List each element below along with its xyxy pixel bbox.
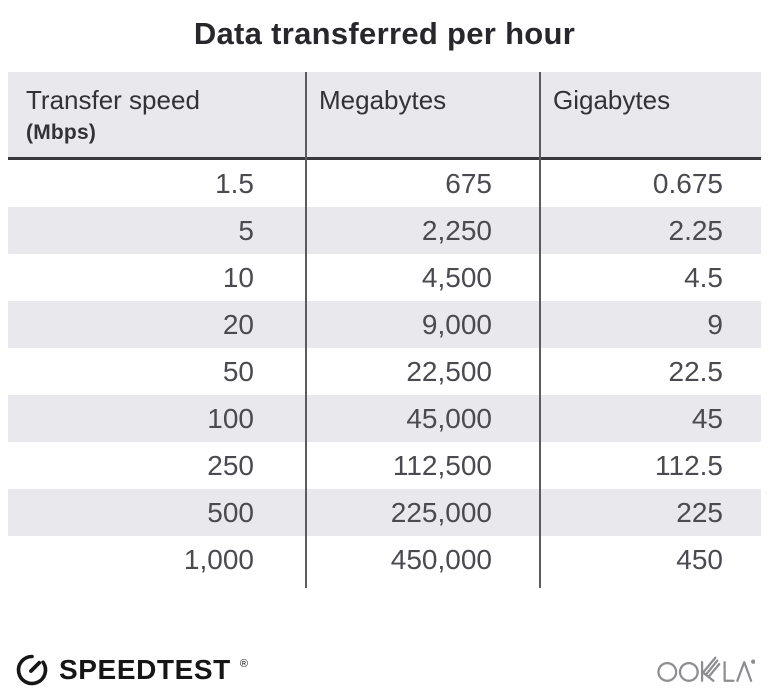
table-row: 1,000 450,000 450 — [8, 536, 761, 583]
table-row: 1.5 675 0.675 — [8, 160, 761, 207]
megabytes-cell: 675 — [445, 168, 492, 199]
megabytes-cell: 9,000 — [421, 309, 492, 340]
speedtest-gauge-icon — [16, 654, 48, 686]
gigabytes-cell: 22.5 — [668, 356, 724, 387]
table-row: 5 2,250 2.25 — [8, 207, 761, 254]
column-divider — [305, 72, 307, 588]
page-title: Data transferred per hour — [193, 16, 576, 51]
gigabytes-cell: 4.5 — [684, 262, 723, 293]
transfer-speed-cell: 1.5 — [215, 168, 254, 199]
megabytes-cell: 4,500 — [421, 262, 492, 293]
table-row: 500 225,000 225 — [8, 489, 761, 536]
gigabytes-cell: 45 — [691, 403, 723, 434]
gigabytes-cell: 112.5 — [655, 450, 723, 481]
column-header-transfer-speed-label: Transfer speed — [26, 85, 200, 115]
column-header-gigabytes: Gigabytes — [553, 85, 671, 115]
transfer-speed-cell: 250 — [207, 450, 254, 481]
megabytes-cell: 225,000 — [390, 497, 492, 528]
table-row: 50 22,500 22.5 — [8, 348, 761, 395]
gigabytes-cell: 225 — [676, 497, 723, 528]
gigabytes-cell: 450 — [676, 544, 723, 575]
ookla-wordmark-icon — [657, 656, 755, 682]
table-row: 250 112,500 112.5 — [8, 442, 761, 489]
table-header: Transfer speed (Mbps) Megabytes Gigabyte… — [8, 72, 761, 160]
transfer-speed-cell: 10 — [222, 262, 254, 293]
column-header-mbps-unit: (Mbps) — [26, 121, 97, 144]
megabytes-cell: 45,000 — [406, 403, 492, 434]
megabytes-cell: 112,500 — [392, 450, 492, 481]
transfer-speed-cell: 50 — [222, 356, 254, 387]
data-table: Transfer speed (Mbps) Megabytes Gigabyte… — [8, 72, 761, 588]
megabytes-cell: 22,500 — [406, 356, 492, 387]
registered-trademark-symbol: ® — [239, 658, 248, 670]
speedtest-wordmark: SPEEDTEST — [59, 654, 231, 685]
column-divider — [539, 72, 541, 588]
megabytes-cell: 2,250 — [421, 215, 492, 246]
megabytes-cell: 450,000 — [390, 544, 492, 575]
table-row: 100 45,000 45 — [8, 395, 761, 442]
gigabytes-cell: 9 — [707, 309, 723, 340]
transfer-speed-cell: 500 — [207, 497, 254, 528]
gigabytes-cell: 0.675 — [652, 168, 723, 199]
speedtest-logo: SPEEDTEST ® — [14, 652, 248, 688]
transfer-speed-cell: 1,000 — [183, 544, 254, 575]
table-row: 20 9,000 9 — [8, 301, 761, 348]
transfer-speed-cell: 20 — [222, 309, 254, 340]
gigabytes-cell: 2.25 — [668, 215, 724, 246]
column-header-transfer-speed: Transfer speed (Mbps) — [8, 72, 306, 157]
ookla-logo — [657, 655, 755, 685]
transfer-speed-cell: 100 — [207, 403, 254, 434]
table-row: 10 4,500 4.5 — [8, 254, 761, 301]
column-header-megabytes: Megabytes — [319, 85, 447, 115]
footer: SPEEDTEST ® — [14, 648, 755, 692]
transfer-speed-cell: 5 — [238, 215, 254, 246]
